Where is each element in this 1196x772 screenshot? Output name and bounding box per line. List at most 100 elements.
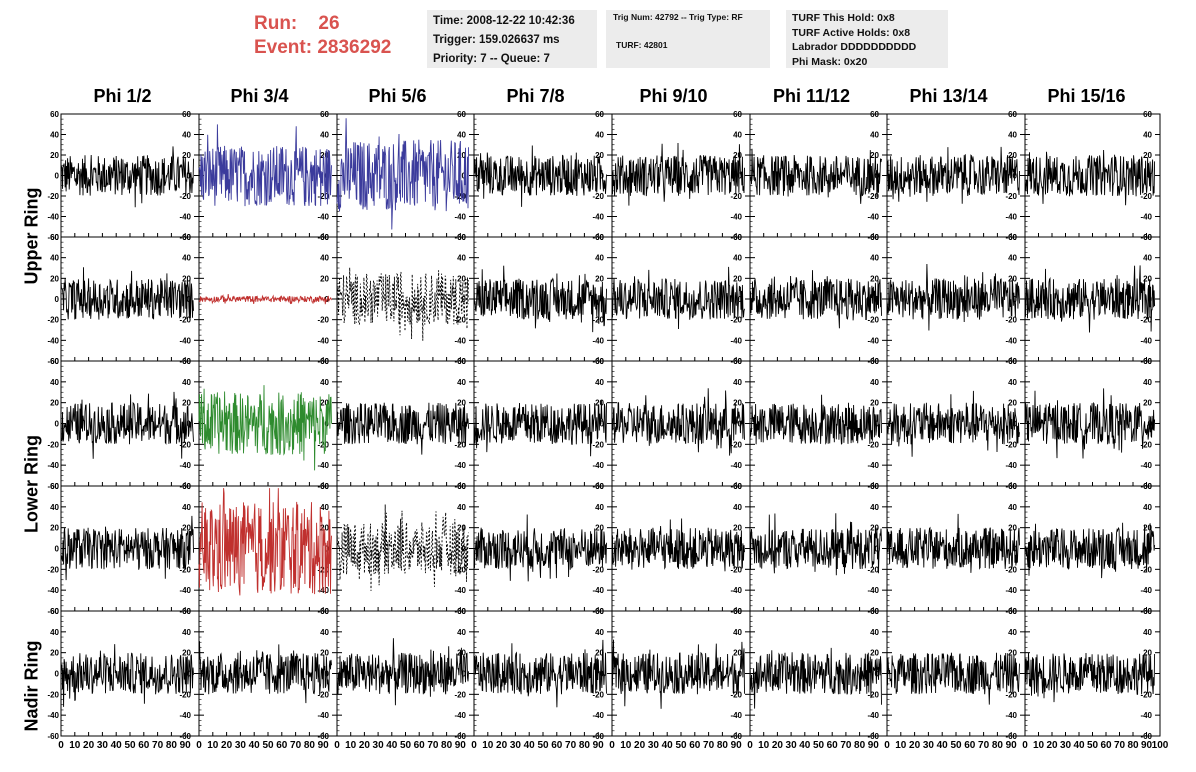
y-tick-label: -20 bbox=[867, 440, 879, 449]
y-tick-label: 20 bbox=[733, 274, 742, 283]
y-tick-label: 40 bbox=[182, 503, 191, 512]
y-tick-label: 0 bbox=[1013, 172, 1018, 181]
y-tick-label: 20 bbox=[50, 151, 59, 160]
y-tick-label: 60 bbox=[1143, 482, 1152, 491]
y-tick-label: 40 bbox=[733, 254, 742, 263]
y-tick-label: 20 bbox=[595, 274, 604, 283]
y-tick-label: 60 bbox=[182, 607, 191, 616]
run-line: Run: 26 bbox=[254, 12, 391, 36]
y-tick-label: 40 bbox=[182, 378, 191, 387]
y-tick-label: 20 bbox=[182, 399, 191, 408]
y-tick-label: -20 bbox=[867, 565, 879, 574]
y-tick-label: 0 bbox=[462, 670, 467, 679]
waveform-trace bbox=[336, 402, 469, 455]
x-tick-label: 20 bbox=[83, 740, 95, 751]
run-label: Run: bbox=[254, 13, 298, 34]
x-tick-label: 50 bbox=[675, 740, 687, 751]
x-tick-label: 70 bbox=[840, 740, 852, 751]
waveform-trace bbox=[749, 647, 882, 709]
y-tick-label: 60 bbox=[733, 607, 742, 616]
y-tick-label: 20 bbox=[1143, 151, 1152, 160]
x-tick-label: 70 bbox=[565, 740, 577, 751]
y-tick-label: 60 bbox=[320, 233, 329, 242]
y-tick-label: -60 bbox=[47, 732, 59, 741]
x-tick-label: 50 bbox=[400, 740, 412, 751]
y-tick-label: 20 bbox=[182, 274, 191, 283]
x-tick-label: 60 bbox=[138, 740, 150, 751]
y-tick-label: -20 bbox=[47, 690, 59, 699]
waveform-trace bbox=[886, 146, 1020, 204]
y-tick-label: 40 bbox=[50, 378, 59, 387]
waveform-trace bbox=[611, 266, 745, 330]
y-tick-label: 60 bbox=[1143, 233, 1152, 242]
x-tick-label: 40 bbox=[799, 740, 811, 751]
column-header-phi-1-2: Phi 1/2 bbox=[93, 86, 152, 106]
y-tick-label: -60 bbox=[867, 732, 879, 741]
y-tick-label: 20 bbox=[320, 649, 329, 658]
y-tick-label: 0 bbox=[1013, 420, 1018, 429]
y-tick-label: -20 bbox=[317, 690, 329, 699]
y-tick-label: 60 bbox=[870, 482, 879, 491]
y-tick-label: -20 bbox=[730, 440, 742, 449]
waveform-trace bbox=[336, 504, 469, 591]
y-tick-label: 60 bbox=[733, 110, 742, 119]
y-tick-label: -60 bbox=[1140, 732, 1152, 741]
waveform-trace bbox=[1024, 265, 1156, 333]
waveform-trace bbox=[611, 639, 745, 709]
y-tick-label: 20 bbox=[733, 524, 742, 533]
y-tick-label: 40 bbox=[457, 503, 466, 512]
y-tick-label: -20 bbox=[179, 690, 191, 699]
waveform-trace bbox=[198, 641, 332, 704]
x-tick-label: 40 bbox=[111, 740, 123, 751]
y-tick-label: 20 bbox=[50, 649, 59, 658]
y-tick-label: 0 bbox=[1013, 295, 1018, 304]
event-label: Event: bbox=[254, 37, 313, 58]
y-tick-label: 40 bbox=[1143, 378, 1152, 387]
y-tick-label: 0 bbox=[738, 295, 743, 304]
y-tick-label: -20 bbox=[47, 316, 59, 325]
y-tick-label: 40 bbox=[182, 628, 191, 637]
y-tick-label: -20 bbox=[1140, 440, 1152, 449]
x-tick-label: 0 bbox=[196, 740, 202, 751]
y-tick-label: 40 bbox=[1143, 628, 1152, 637]
y-tick-label: 60 bbox=[50, 357, 59, 366]
y-tick-label: -20 bbox=[1005, 690, 1017, 699]
y-tick-label: -40 bbox=[179, 336, 191, 345]
y-tick-label: -40 bbox=[179, 213, 191, 222]
waveform-trace bbox=[611, 388, 745, 456]
y-tick-label: -20 bbox=[592, 565, 604, 574]
x-tick-label: 50 bbox=[1087, 740, 1099, 751]
trigger-info-box: Trig Num: 42792 -- Trig Type: RF TURF: 4… bbox=[606, 10, 770, 68]
column-header-phi-7-8: Phi 7/8 bbox=[506, 86, 565, 106]
y-tick-label: -20 bbox=[317, 565, 329, 574]
y-tick-label: -40 bbox=[317, 213, 329, 222]
x-tick-label: 30 bbox=[97, 740, 109, 751]
y-tick-label: -60 bbox=[179, 732, 191, 741]
y-tick-label: 40 bbox=[595, 131, 604, 140]
x-tick-label: 0 bbox=[884, 740, 890, 751]
y-tick-label: 40 bbox=[595, 503, 604, 512]
event-value: 2836292 bbox=[317, 37, 392, 58]
y-tick-label: -20 bbox=[867, 192, 879, 201]
y-tick-label: -40 bbox=[730, 586, 742, 595]
y-tick-label: 0 bbox=[875, 670, 880, 679]
waveform-trace bbox=[1024, 149, 1156, 206]
turf-text: TURF: 42801 bbox=[616, 40, 668, 50]
x-tick-label: 20 bbox=[772, 740, 784, 751]
waveform-trace bbox=[473, 514, 607, 582]
x-tick-label: 80 bbox=[579, 740, 591, 751]
y-tick-label: -40 bbox=[1005, 213, 1017, 222]
x-tick-label: 50 bbox=[813, 740, 825, 751]
y-tick-label: 0 bbox=[55, 295, 60, 304]
x-tick-label: 90 bbox=[731, 740, 743, 751]
y-tick-label: 60 bbox=[595, 110, 604, 119]
x-tick-label: 10 bbox=[69, 740, 81, 751]
y-tick-label: -60 bbox=[47, 233, 59, 242]
y-tick-label: 20 bbox=[1143, 274, 1152, 283]
y-tick-label: -40 bbox=[867, 461, 879, 470]
x-tick-label: 10 bbox=[758, 740, 770, 751]
y-tick-label: 40 bbox=[50, 628, 59, 637]
y-tick-label: -20 bbox=[179, 316, 191, 325]
y-tick-label: -60 bbox=[47, 482, 59, 491]
y-tick-label: -40 bbox=[592, 586, 604, 595]
